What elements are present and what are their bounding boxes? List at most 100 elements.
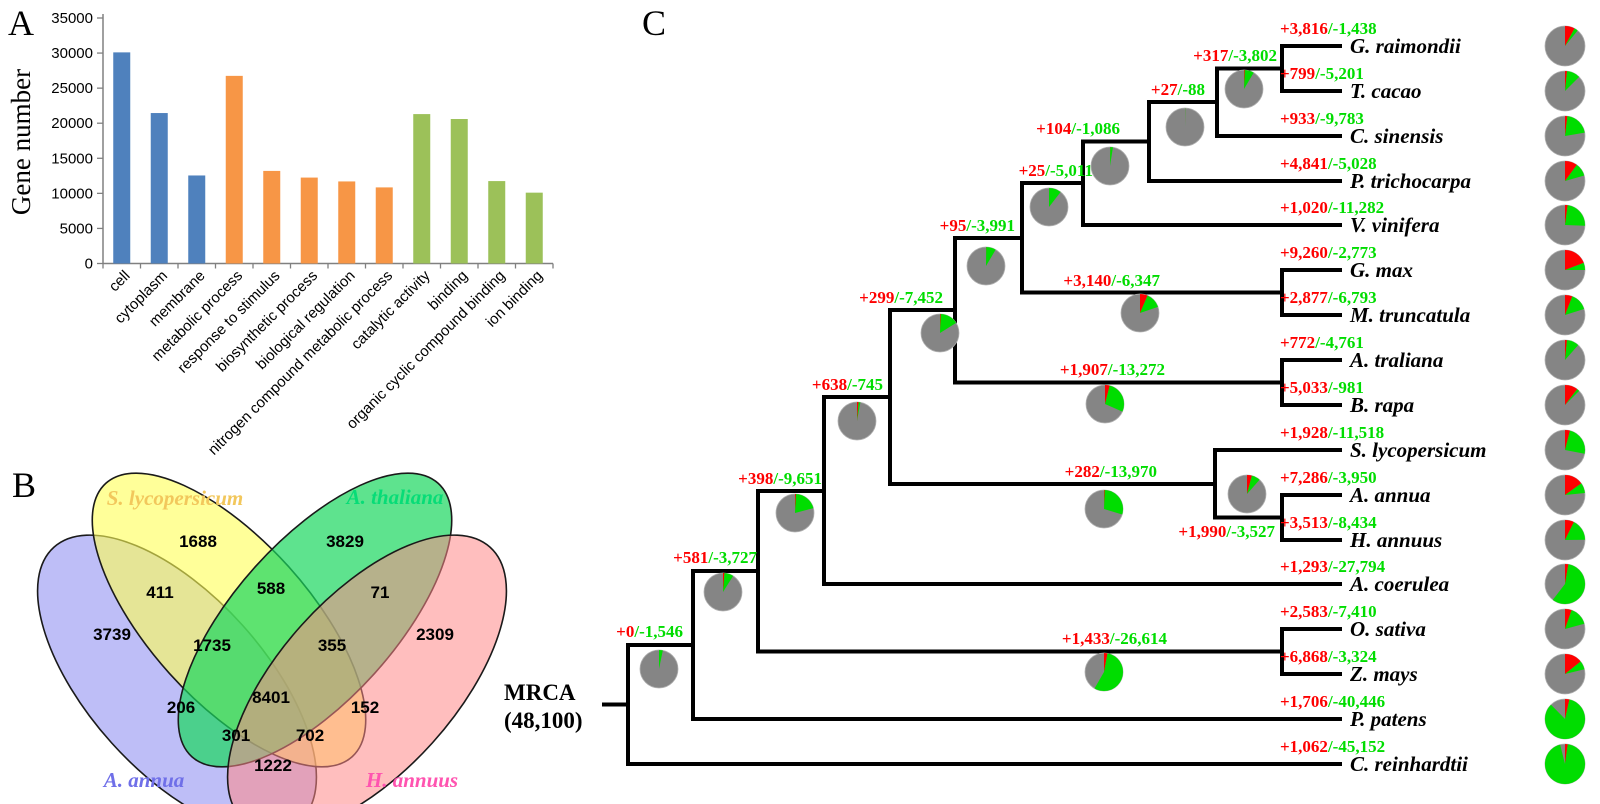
- leaf-pie-b-rapa-loss-slice: [1565, 389, 1580, 405]
- gain-loss-label: +7,286/-3,950: [1280, 468, 1377, 487]
- leaf-pie-t-cacao-loss-slice: [1565, 71, 1580, 91]
- venn-region-count: 206: [167, 698, 195, 717]
- leaf-pie-b-rapa-gain-slice: [1565, 385, 1578, 405]
- bar-mf: [450, 119, 468, 264]
- leaf-pie-t-cacao-gain-slice: [1565, 71, 1568, 91]
- species-label: P. patens: [1349, 707, 1427, 731]
- node-pie-n12-gain-slice: [1105, 385, 1110, 404]
- venn-ellipse-h-annuus: [226, 534, 508, 804]
- node-pie-n4-loss-slice: [857, 402, 861, 421]
- leaf-pie-c-sinensis-gain-slice: [1565, 116, 1568, 136]
- node-pie-n11-gain-slice: [1140, 294, 1148, 313]
- venn-region-count: 355: [318, 636, 346, 655]
- node-pie-n14-loss-slice: [1247, 475, 1260, 494]
- node-pie-n14-gain-slice: [1247, 475, 1252, 494]
- bar-bp: [263, 170, 281, 264]
- y-tick-label: 25000: [51, 80, 93, 97]
- venn-set-label: S. lycopersicum: [107, 486, 244, 510]
- leaf-pie-a-annua-gain-slice: [1565, 475, 1582, 495]
- node-pie-n15-gain-slice: [1104, 653, 1108, 672]
- y-tick-label: 30000: [51, 45, 93, 62]
- bar-bp: [375, 187, 393, 264]
- gain-loss-label: +638/-745: [812, 375, 883, 394]
- gain-loss-label: +2,583/-7,410: [1280, 602, 1377, 621]
- mrca-label: MRCA: [504, 680, 576, 705]
- species-label: A. traliana: [1348, 348, 1443, 372]
- panel-b-venn-diagram: 1688 3829 3739 2309 411 588 71 206 152 1222 1735 35…: [36, 472, 508, 804]
- node-pie-n13-gain-slice: [1104, 489, 1105, 509]
- species-label: C. sinensis: [1350, 124, 1443, 148]
- venn-region-count: 411: [146, 583, 173, 602]
- species-label: M. truncatula: [1349, 303, 1470, 327]
- gain-loss-label: +9,260/-2,773: [1280, 243, 1377, 262]
- bar-mf: [488, 181, 506, 264]
- gain-loss-label: +0/-1,546: [616, 622, 683, 641]
- leaf-pie-a-coerulea-gain-slice: [1565, 564, 1569, 584]
- species-label: H. annuus: [1349, 528, 1442, 552]
- y-tick-label: 20000: [51, 115, 93, 132]
- leaf-pie-p-patens-loss-slice: [1545, 699, 1586, 739]
- gain-loss-label: +799/-5,201: [1280, 64, 1364, 83]
- gain-loss-label: +6,868/-3,324: [1280, 647, 1377, 666]
- venn-region-count: 3829: [326, 532, 364, 551]
- gain-loss-label: +3,816/-1,438: [1280, 19, 1377, 38]
- species-label: A. coerulea: [1348, 572, 1449, 596]
- gain-loss-label: +1,062/-45,152: [1280, 737, 1385, 756]
- node-pie-n13-loss-slice: [1104, 490, 1123, 515]
- bar-bp: [300, 177, 318, 264]
- node-pie-n1-loss-slice: [659, 650, 663, 669]
- leaf-pie-p-trichocarpa-gain-slice: [1565, 161, 1577, 181]
- node-pie-n3-gain-slice: [795, 494, 796, 513]
- gain-loss-label: +4,841/-5,028: [1280, 154, 1377, 173]
- node-pie-n15-loss-slice: [1094, 653, 1123, 691]
- venn-region-count: 152: [351, 698, 379, 717]
- venn-region-count: 71: [371, 583, 390, 602]
- node-pie-n10-gain-slice: [1244, 70, 1245, 89]
- gain-loss-label: +25/-5,011: [1019, 161, 1093, 180]
- panel-c-phylogenetic-tree: MRCA (48,100) +0/-1,546 +581/-3,727 +398/-…: [504, 19, 1586, 785]
- species-label: A. annua: [1348, 483, 1431, 507]
- gain-loss-label: +299/-7,452: [859, 288, 943, 307]
- y-tick-label: 10000: [51, 185, 93, 202]
- leaf-pie-c-sinensis-loss-slice: [1565, 116, 1585, 136]
- panel-a-bar-chart: Gene number 0 5000 10000 15000 20000 25000 300…: [6, 10, 554, 459]
- leaf-pie-m-truncatula-gain-slice: [1565, 295, 1573, 315]
- gain-loss-label: +1,706/-40,446: [1280, 692, 1385, 711]
- gain-loss-label: +1,907/-13,272: [1060, 360, 1165, 379]
- bar-bp: [338, 181, 356, 264]
- leaf-pie-g-max-loss-slice: [1565, 262, 1585, 271]
- venn-region-count: 2309: [416, 625, 454, 644]
- gain-loss-label: +1,928/-11,518: [1280, 423, 1384, 442]
- species-label: V. vinifera: [1350, 213, 1439, 237]
- mrca-count: (48,100): [504, 708, 583, 733]
- species-label: P. trichocarpa: [1349, 169, 1471, 193]
- leaf-pie-s-lycopersicum-loss-slice: [1565, 430, 1586, 454]
- leaf-pie-a-traliana-loss-slice: [1565, 340, 1579, 360]
- gain-loss-label: +2,877/-6,793: [1280, 288, 1377, 307]
- species-label: S. lycopersicum: [1350, 438, 1487, 462]
- gain-loss-label: +1,990/-3,527: [1178, 522, 1275, 541]
- leaf-pie-o-sativa-loss-slice: [1565, 610, 1585, 629]
- gain-loss-label: +1,293/-27,794: [1280, 557, 1386, 576]
- bar-cc: [150, 113, 168, 264]
- venn-region-count: 702: [296, 726, 324, 745]
- species-label: B. rapa: [1349, 393, 1414, 417]
- y-axis-title: Gene number: [6, 69, 36, 215]
- gain-loss-label: +27/-88: [1151, 80, 1205, 99]
- venn-set-label: A. annua: [102, 768, 185, 792]
- leaf-pie-a-annua-loss-slice: [1565, 483, 1585, 495]
- venn-region-count: 8401: [252, 688, 290, 707]
- gain-loss-label: +581/-3,727: [673, 548, 757, 567]
- leaf-pie-a-coerulea-loss-slice: [1552, 564, 1586, 604]
- bar-bp: [225, 75, 243, 264]
- y-tick-label: 0: [85, 256, 93, 273]
- venn-region-count: 301: [222, 726, 250, 745]
- leaf-pie-p-trichocarpa-loss-slice: [1565, 164, 1585, 181]
- venn-set-label: H. annuus: [365, 768, 458, 792]
- venn-region-count: 1688: [179, 532, 217, 551]
- node-pie-n12-loss-slice: [1105, 385, 1124, 412]
- leaf-pie-h-annuus-loss-slice: [1565, 522, 1585, 540]
- leaf-pie-c-reinhardtii-gain-slice: [1565, 744, 1568, 764]
- node-pie-n6-loss-slice: [986, 247, 996, 266]
- gain-loss-label: +772/-4,761: [1280, 333, 1364, 352]
